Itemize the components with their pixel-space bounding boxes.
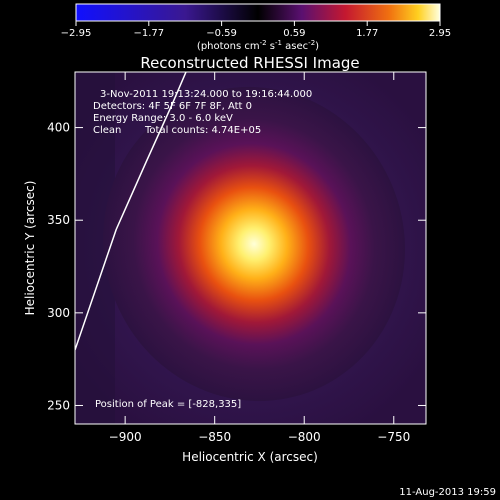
colorbar-ticks: −2.95 −1.77 −0.59 0.59 1.77 2.95 bbox=[61, 21, 451, 39]
y-tick-label: 300 bbox=[47, 306, 70, 320]
x-axis-ticks: −900 −850 −800 −750 bbox=[109, 72, 410, 444]
x-axis-label: Heliocentric X (arcsec) bbox=[182, 450, 318, 464]
footer-date: 11-Aug-2013 19:59 bbox=[399, 487, 496, 498]
source-glow bbox=[103, 86, 406, 402]
annotation-energy: Energy Range: 3.0 - 6.0 keV bbox=[93, 113, 233, 124]
x-tick-label: −750 bbox=[377, 430, 410, 444]
y-axis-ticks: 250 300 350 400 bbox=[47, 121, 426, 412]
colorbar bbox=[75, 3, 441, 22]
solar-limb-line bbox=[75, 72, 187, 351]
image-area bbox=[75, 72, 426, 424]
annotation-detectors: Detectors: 4F 5F 6F 7F 8F, Att 0 bbox=[93, 101, 252, 112]
annotation-peak: Position of Peak = [-828,335] bbox=[95, 399, 241, 410]
x-tick-label: −800 bbox=[288, 430, 321, 444]
chart-title: Reconstructed RHESSI Image bbox=[140, 54, 359, 72]
annotation-method: Clean bbox=[93, 125, 121, 136]
colorbar-tick-label: −1.77 bbox=[133, 28, 164, 39]
colorbar-tick-label: 0.59 bbox=[283, 28, 305, 39]
colorbar-units: (photons cm-2 s-1 asec-2) bbox=[197, 39, 319, 52]
x-tick-label: −900 bbox=[109, 430, 142, 444]
colorbar-tick-label: −2.95 bbox=[61, 28, 92, 39]
y-axis-label: Heliocentric Y (arcsec) bbox=[23, 181, 37, 316]
x-tick-label: −850 bbox=[198, 430, 231, 444]
annotation-counts: Total counts: 4.74E+05 bbox=[144, 125, 261, 136]
colorbar-tick-label: 2.95 bbox=[429, 28, 451, 39]
colorbar-tick-label: −0.59 bbox=[206, 28, 237, 39]
annotation-time-range: 3-Nov-2011 19:13:24.000 to 19:16:44.000 bbox=[100, 89, 312, 100]
colorbar-tick-label: 1.77 bbox=[356, 28, 378, 39]
y-tick-label: 350 bbox=[47, 213, 70, 227]
plot-frame bbox=[74, 71, 427, 425]
y-tick-label: 400 bbox=[47, 121, 70, 135]
y-tick-label: 250 bbox=[47, 398, 70, 412]
